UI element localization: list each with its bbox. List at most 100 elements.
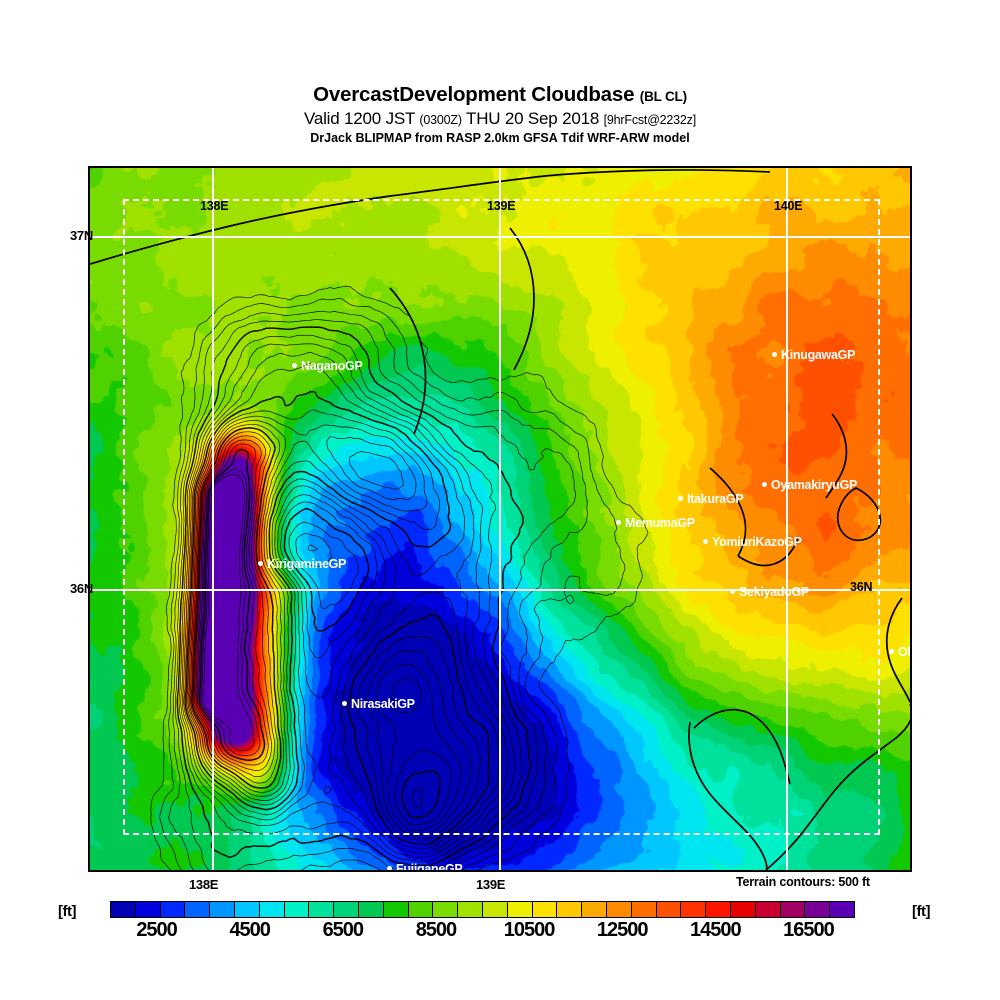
colorbar-tick: 4500 xyxy=(229,919,270,941)
terrain-contour-line xyxy=(190,423,452,826)
terrain-contour-line xyxy=(180,343,516,858)
axis-lon-label-138e-bottom: 138E xyxy=(189,877,219,892)
terrain-contour-line xyxy=(188,419,462,831)
coastline-path xyxy=(693,708,791,785)
coastline-path xyxy=(709,467,747,557)
terrain-contour-line xyxy=(197,443,269,766)
coastline-path xyxy=(509,227,535,371)
colorbar-tick: 16500 xyxy=(783,919,835,941)
chart-title: OvercastDevelopment Cloudbase (BL CL) xyxy=(0,84,1000,108)
station-marker[interactable]: YomiuriKazoGP xyxy=(703,535,802,549)
station-marker[interactable]: OyamakiryuGP xyxy=(762,478,857,492)
gridline-lon-140e xyxy=(786,168,788,870)
station-dot-icon xyxy=(342,701,347,707)
terrain-contour-line xyxy=(150,285,649,870)
coastline-path xyxy=(825,413,848,499)
station-label: ItakuraGP xyxy=(687,492,744,506)
coastline-path xyxy=(836,487,882,542)
colorbar-segment xyxy=(383,902,409,917)
station-marker[interactable]: FujiganeGP xyxy=(387,862,463,870)
terrain-contour-line xyxy=(195,439,273,771)
axis-lat-label-36n: 36N xyxy=(70,581,93,596)
station-label: NirasakiGP xyxy=(351,697,415,711)
terrain-contour-line xyxy=(181,351,509,854)
station-marker[interactable]: MemumaGP xyxy=(616,516,695,530)
terrain-contour-note: Terrain contours: 500 ft xyxy=(736,875,870,889)
colorbar-segment xyxy=(334,902,359,917)
station-dot-icon xyxy=(889,649,894,655)
chart-title-parameter-code: (BL CL) xyxy=(639,89,687,104)
station-marker[interactable]: Ohtone xyxy=(889,645,910,659)
station-label: KinugawaGP xyxy=(781,348,856,362)
colorbar-segment xyxy=(259,902,285,917)
colorbar-tick: 14500 xyxy=(690,919,742,941)
model-domain-boundary xyxy=(123,199,880,835)
colorbar-segment xyxy=(730,902,756,917)
terrain-contour-line xyxy=(178,334,523,862)
terrain-contour-line xyxy=(191,427,441,819)
map-lon-label-140e: 140E xyxy=(774,199,803,213)
coastline-path xyxy=(765,704,910,870)
station-dot-icon xyxy=(762,482,767,488)
coastline-path xyxy=(688,721,768,870)
station-dot-icon xyxy=(616,520,621,526)
station-marker[interactable]: KirigamineGP xyxy=(258,557,346,571)
valid-time-local: Valid 1200 JST xyxy=(303,109,415,128)
station-dot-icon xyxy=(292,363,297,369)
colorbar-segment xyxy=(309,902,335,917)
colorbar-tick: 8500 xyxy=(415,919,457,941)
terrain-contour-line xyxy=(183,362,500,850)
gridline-lat-37n xyxy=(90,236,910,238)
station-marker[interactable]: ItakuraGP xyxy=(678,492,744,506)
station-dot-icon xyxy=(772,352,777,358)
colorbar-segment xyxy=(631,902,657,917)
colorbar-segment xyxy=(408,902,434,917)
gridline-lon-138e xyxy=(212,168,214,870)
colorbar-segment xyxy=(135,902,161,917)
station-label: NaganoGP xyxy=(301,359,363,373)
colorbar-segment xyxy=(805,902,831,917)
colorbar-unit-right: [ft] xyxy=(912,903,930,920)
station-dot-icon xyxy=(730,589,735,595)
colorbar-tick: 10500 xyxy=(503,919,556,941)
colorbar-segment xyxy=(706,902,731,917)
colorbar-segment xyxy=(606,902,632,917)
valid-time-utc: (0300Z) xyxy=(419,113,462,127)
terrain-contour-line xyxy=(198,448,266,762)
terrain-contour-line xyxy=(202,474,255,752)
coastline-path xyxy=(885,597,910,703)
colorbar-segment xyxy=(582,902,607,917)
station-marker[interactable]: KinugawaGP xyxy=(772,348,855,362)
forecast-map[interactable]: 138E 139E 140E 36N NaganoGP KinugawaGP O… xyxy=(88,166,912,872)
colorbar-segment xyxy=(532,902,558,917)
gridline-lat-36n xyxy=(90,589,910,591)
chart-title-main: OvercastDevelopment Cloudbase xyxy=(313,83,635,106)
station-marker[interactable]: NaganoGP xyxy=(292,359,363,373)
terrain-contour-line xyxy=(187,415,472,837)
colorbar[interactable] xyxy=(110,901,855,918)
colorbar-segment xyxy=(185,902,211,917)
station-label: MemumaGP xyxy=(625,516,695,530)
station-marker[interactable]: SekiyadoGP xyxy=(730,585,809,599)
colorbar-tick: 2500 xyxy=(136,919,177,941)
station-label: SekiyadoGP xyxy=(739,585,809,599)
forecast-stamp: [9hrFcst@2232z] xyxy=(603,113,697,127)
coastline-path xyxy=(389,287,427,435)
station-dot-icon xyxy=(258,561,263,567)
station-label: OyamakiryuGP xyxy=(771,478,858,492)
terrain-contour-line xyxy=(186,409,481,841)
station-label: Ohtone xyxy=(898,645,910,659)
model-source-line: DrJack BLIPMAP from RASP 2.0km GFSA Tdif… xyxy=(310,131,690,145)
station-dot-icon xyxy=(678,496,683,502)
colorbar-segment xyxy=(830,902,854,917)
terrain-contour-line xyxy=(168,310,588,870)
map-lat-label-36n-right: 36N xyxy=(850,580,873,594)
axis-lat-label-37n: 37N xyxy=(70,228,93,243)
colorbar-segment xyxy=(458,902,483,917)
terrain-contour-line xyxy=(192,431,424,808)
station-marker[interactable]: NirasakiGP xyxy=(342,697,415,711)
station-dot-icon xyxy=(387,866,392,870)
colorbar-segment xyxy=(210,902,235,917)
colorbar-segment xyxy=(482,902,508,917)
colorbar-segment xyxy=(160,902,186,917)
